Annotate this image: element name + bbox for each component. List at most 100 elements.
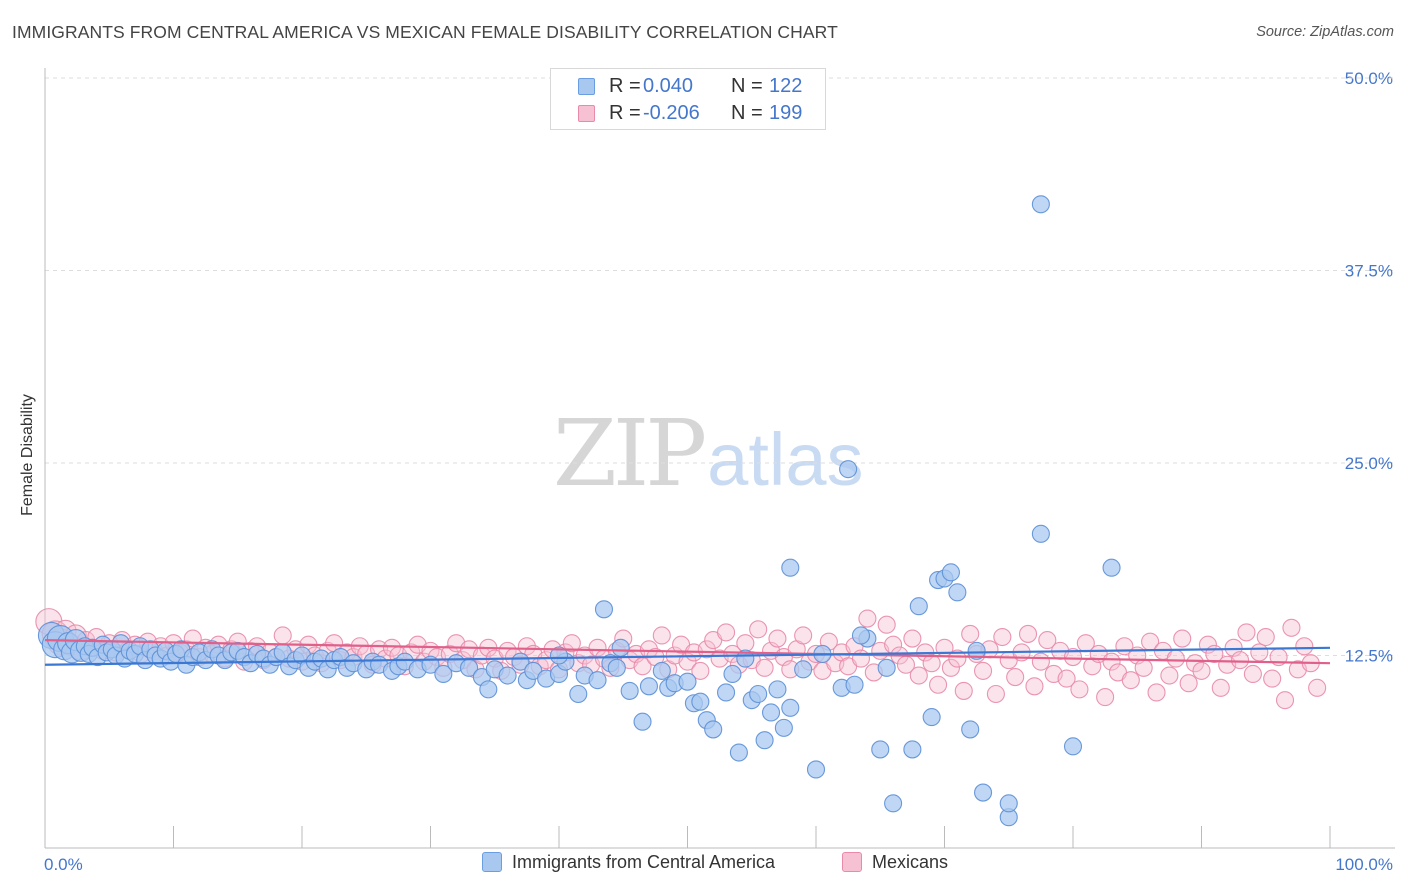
correlation-legend: R = 0.040 N = 122 R = -0.206 N = 199 [550,68,826,130]
point-mexicans [986,684,1005,704]
point-central-america [1031,195,1050,214]
r-label: R = [609,75,641,97]
point-mexicans [903,629,922,648]
point-mexicans [1295,637,1314,656]
point-central-america [1031,524,1050,543]
point-central-america [871,740,890,759]
n-label: N = [731,102,763,124]
point-mexicans [1160,666,1179,685]
r-value: -0.206 [643,102,700,124]
point-central-america [704,720,723,739]
point-mexicans [1166,649,1185,668]
legend-swatch-pink [578,105,595,122]
point-central-america [678,672,697,691]
point-central-america [620,681,639,700]
point-central-america [569,684,588,704]
point-central-america [839,460,858,479]
point-mexicans [768,629,787,648]
legend-label: Immigrants from Central America [512,852,776,872]
series-legend: Immigrants from Central America Mexicans [0,852,1406,878]
point-mexicans [273,626,292,645]
point-central-america [806,760,826,779]
point-mexicans [1134,658,1153,677]
point-central-america [794,660,813,679]
point-mexicans [973,661,993,680]
point-central-america [1102,558,1121,577]
point-central-america [774,718,793,737]
chart-title: IMMIGRANTS FROM CENTRAL AMERICA VS MEXIC… [12,22,838,42]
x-tick-label: 0.0% [44,855,83,874]
point-mexicans [1231,651,1250,670]
legend-swatch-blue [482,852,502,872]
point-central-america [434,664,453,684]
point-central-america [755,731,774,750]
trendline-central-america [44,646,1331,666]
point-central-america [768,680,787,699]
point-mexicans [851,649,871,668]
point-mexicans [1237,623,1256,642]
point-central-america [903,740,922,759]
point-mexicans [1096,688,1115,707]
point-mexicans [954,681,973,700]
point-mexicans [1006,668,1025,687]
point-central-america [761,703,781,722]
point-mexicans [562,634,581,653]
point-central-america [729,743,748,762]
n-label: N = [731,75,763,97]
legend-item-mexicans[interactable]: Mexicans [842,852,948,873]
point-central-america [941,563,960,582]
point-mexicans [1070,680,1089,699]
point-mexicans [1121,671,1140,690]
point-mexicans [1282,618,1301,637]
point-mexicans [1173,629,1192,648]
point-central-america [549,646,569,665]
n-value: 199 [769,102,803,124]
n-value: 122 [769,75,803,97]
point-mexicans [1211,678,1230,697]
legend-item-central-america[interactable]: Immigrants from Central America [482,852,775,873]
point-mexicans [1179,674,1198,693]
point-mexicans [1025,677,1044,696]
legend-swatch-pink [842,852,862,872]
r-value: 0.040 [643,75,694,97]
point-central-america [922,708,941,727]
point-mexicans [993,627,1012,647]
point-central-america [999,794,1018,813]
point-mexicans [749,620,768,639]
point-mexicans [1063,647,1083,667]
point-mexicans [1031,652,1050,671]
point-central-america [607,658,626,677]
point-central-america [691,692,710,711]
point-mexicans [1243,664,1262,684]
y-tick-label: 37.5% [1345,262,1393,281]
point-central-america [845,675,864,694]
point-central-america [961,720,980,739]
point-mexicans [1256,627,1275,647]
point-mexicans [1308,678,1327,697]
point-mexicans [1250,643,1269,662]
point-central-america [639,677,659,696]
point-central-america [781,698,800,717]
point-central-america [877,658,896,677]
point-central-america [851,626,871,645]
point-central-america [736,649,755,668]
point-mexicans [716,623,736,642]
point-mexicans [1263,669,1282,688]
point-mexicans [1275,691,1295,710]
point-mexicans [755,658,774,677]
source-label: Source: ZipAtlas.com [1256,24,1394,40]
point-mexicans [858,609,877,628]
y-tick-label: 25.0% [1345,454,1393,473]
point-central-america [652,661,671,680]
point-mexicans [1102,652,1121,671]
point-mexicans [1018,624,1038,643]
y-tick-label: 12.5% [1345,647,1393,666]
legend-swatch-blue [578,78,595,95]
point-central-america [884,794,903,813]
point-central-america [1063,737,1083,756]
point-mexicans [697,640,716,659]
point-central-america [611,638,630,657]
point-central-america [479,680,498,699]
point-mexicans [948,649,967,668]
